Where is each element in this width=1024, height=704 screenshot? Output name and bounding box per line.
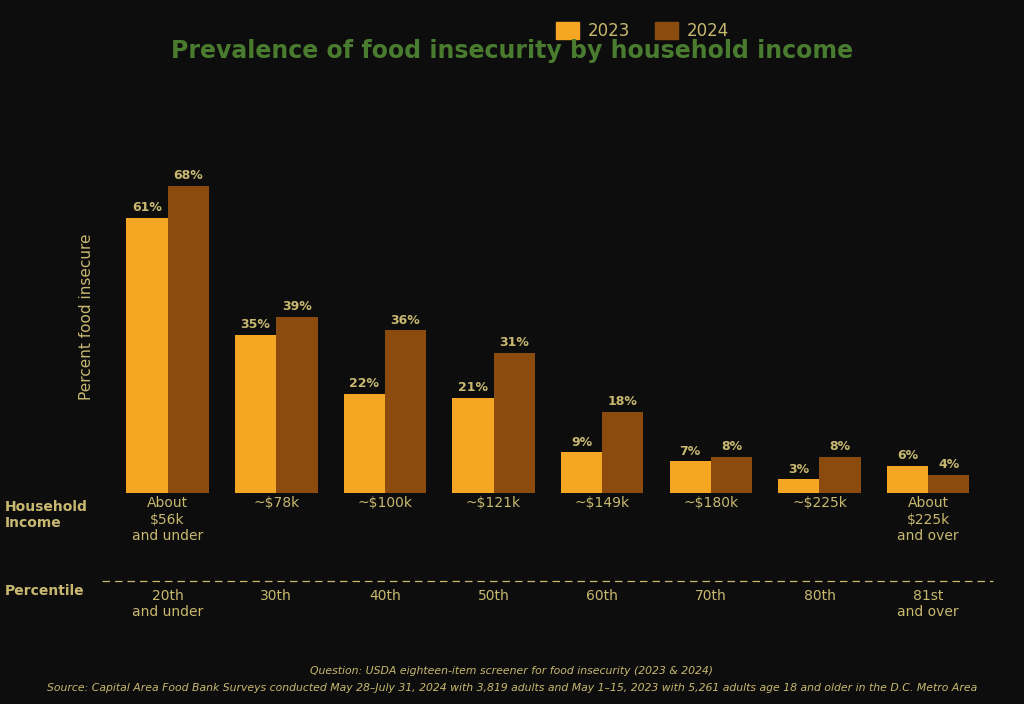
Text: 70th: 70th <box>695 589 727 603</box>
Text: 68%: 68% <box>173 170 203 182</box>
Bar <box>453 398 494 493</box>
Bar <box>234 335 276 493</box>
Bar <box>385 330 426 493</box>
Text: 20th
and under: 20th and under <box>132 589 203 620</box>
Text: About
$225k
and over: About $225k and over <box>897 496 958 543</box>
Text: 40th: 40th <box>369 589 400 603</box>
Text: 31%: 31% <box>500 337 529 349</box>
Text: 18%: 18% <box>608 395 638 408</box>
Text: About
$56k
and under: About $56k and under <box>132 496 203 543</box>
Text: 60th: 60th <box>586 589 618 603</box>
Text: 22%: 22% <box>349 377 379 390</box>
Text: 4%: 4% <box>938 458 959 471</box>
Bar <box>887 466 928 493</box>
Text: 8%: 8% <box>721 440 742 453</box>
Text: 39%: 39% <box>282 300 311 313</box>
Bar <box>602 412 643 493</box>
Text: 3%: 3% <box>788 463 809 476</box>
Text: 21%: 21% <box>458 382 487 394</box>
Bar <box>126 218 168 493</box>
Bar <box>928 474 970 493</box>
Bar <box>819 457 861 493</box>
Bar <box>711 457 752 493</box>
Text: 61%: 61% <box>132 201 162 214</box>
Text: 80th: 80th <box>804 589 836 603</box>
Text: 6%: 6% <box>897 449 918 462</box>
Text: ~$149k: ~$149k <box>574 496 630 510</box>
Bar <box>344 394 385 493</box>
Text: 8%: 8% <box>829 440 851 453</box>
Text: Prevalence of food insecurity by household income: Prevalence of food insecurity by househo… <box>171 39 853 63</box>
Text: 30th: 30th <box>260 589 292 603</box>
Text: Question: USDA eighteen-item screener for food insecurity (2023 & 2024): Question: USDA eighteen-item screener fo… <box>310 666 714 676</box>
Text: ~$78k: ~$78k <box>253 496 299 510</box>
Text: ~$121k: ~$121k <box>466 496 521 510</box>
Text: 7%: 7% <box>680 445 700 458</box>
Text: 9%: 9% <box>571 436 592 448</box>
Text: Percentile: Percentile <box>5 584 85 598</box>
Text: Household
Income: Household Income <box>5 500 88 530</box>
Text: ~$180k: ~$180k <box>683 496 738 510</box>
Legend: 2023, 2024: 2023, 2024 <box>549 15 735 47</box>
Text: 81st
and over: 81st and over <box>897 589 958 620</box>
Text: ~$225k: ~$225k <box>792 496 847 510</box>
Bar <box>670 461 711 493</box>
Text: 50th: 50th <box>477 589 509 603</box>
Bar <box>561 452 602 493</box>
Bar <box>494 353 535 493</box>
Y-axis label: Percent food insecure: Percent food insecure <box>79 234 94 400</box>
Text: 36%: 36% <box>390 314 421 327</box>
Text: 35%: 35% <box>241 318 270 332</box>
Bar <box>168 186 209 493</box>
Bar <box>276 317 317 493</box>
Text: Source: Capital Area Food Bank Surveys conducted May 28–July 31, 2024 with 3,819: Source: Capital Area Food Bank Surveys c… <box>47 684 977 693</box>
Bar <box>778 479 819 493</box>
Text: ~$100k: ~$100k <box>357 496 413 510</box>
